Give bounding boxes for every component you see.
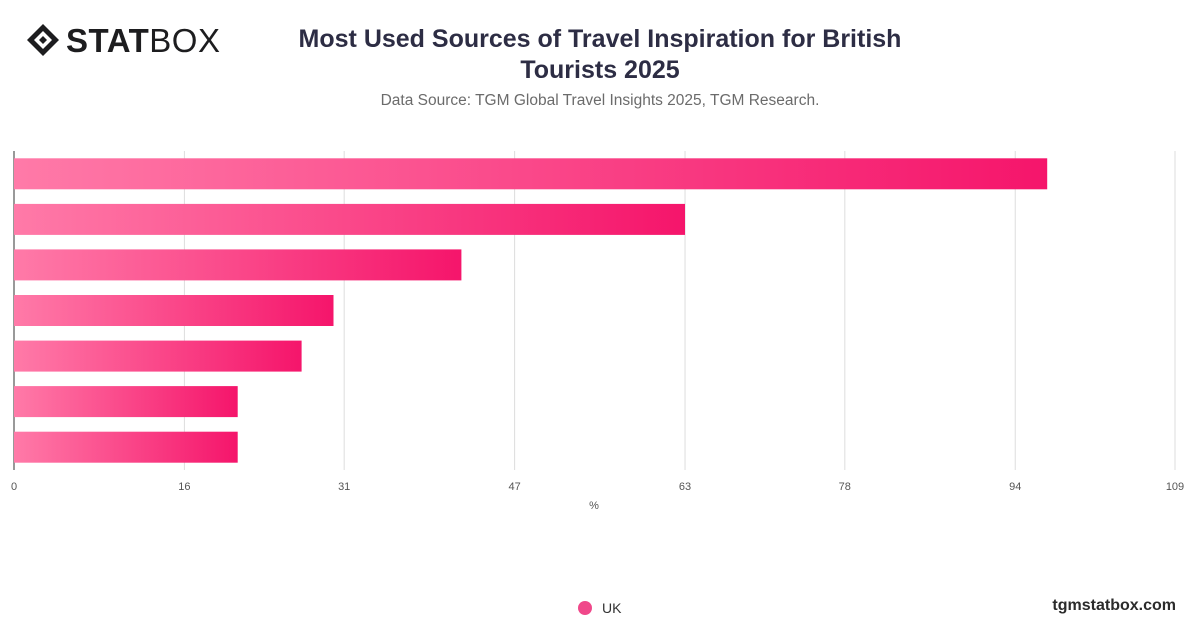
logo-text-bold: STAT: [66, 21, 150, 59]
bar[interactable]: [14, 203, 685, 235]
x-tick-label: 16: [178, 481, 190, 493]
x-tick-label: 47: [508, 481, 520, 493]
bar[interactable]: [14, 340, 302, 372]
bar[interactable]: [14, 431, 238, 463]
legend-label-uk: UK: [602, 600, 622, 616]
x-tick-label: 63: [679, 481, 691, 493]
bar[interactable]: [14, 295, 334, 326]
bar[interactable]: [14, 158, 1048, 190]
x-tick-label: 109: [1166, 481, 1184, 493]
x-tick-label: 0: [11, 481, 17, 493]
watermark: tgmstatbox.com: [1052, 597, 1176, 614]
chart-title: Most Used Sources of Travel Inspiration …: [298, 25, 902, 84]
x-tick-label: 78: [839, 481, 851, 493]
chart-subtitle: Data Source: TGM Global Travel Insights …: [380, 92, 820, 109]
legend-marker: [578, 601, 592, 615]
statbox-diamond-icon: [27, 24, 59, 56]
bar[interactable]: [14, 386, 238, 418]
statbox-logo: STATBOX: [26, 22, 220, 58]
x-tick-label: 31: [338, 481, 350, 493]
bar[interactable]: [14, 249, 462, 281]
logo-text-light: BOX: [149, 21, 221, 59]
x-tick-label: 94: [1009, 481, 1021, 493]
x-axis-label: %: [589, 500, 599, 512]
legend[interactable]: UK: [578, 600, 621, 616]
